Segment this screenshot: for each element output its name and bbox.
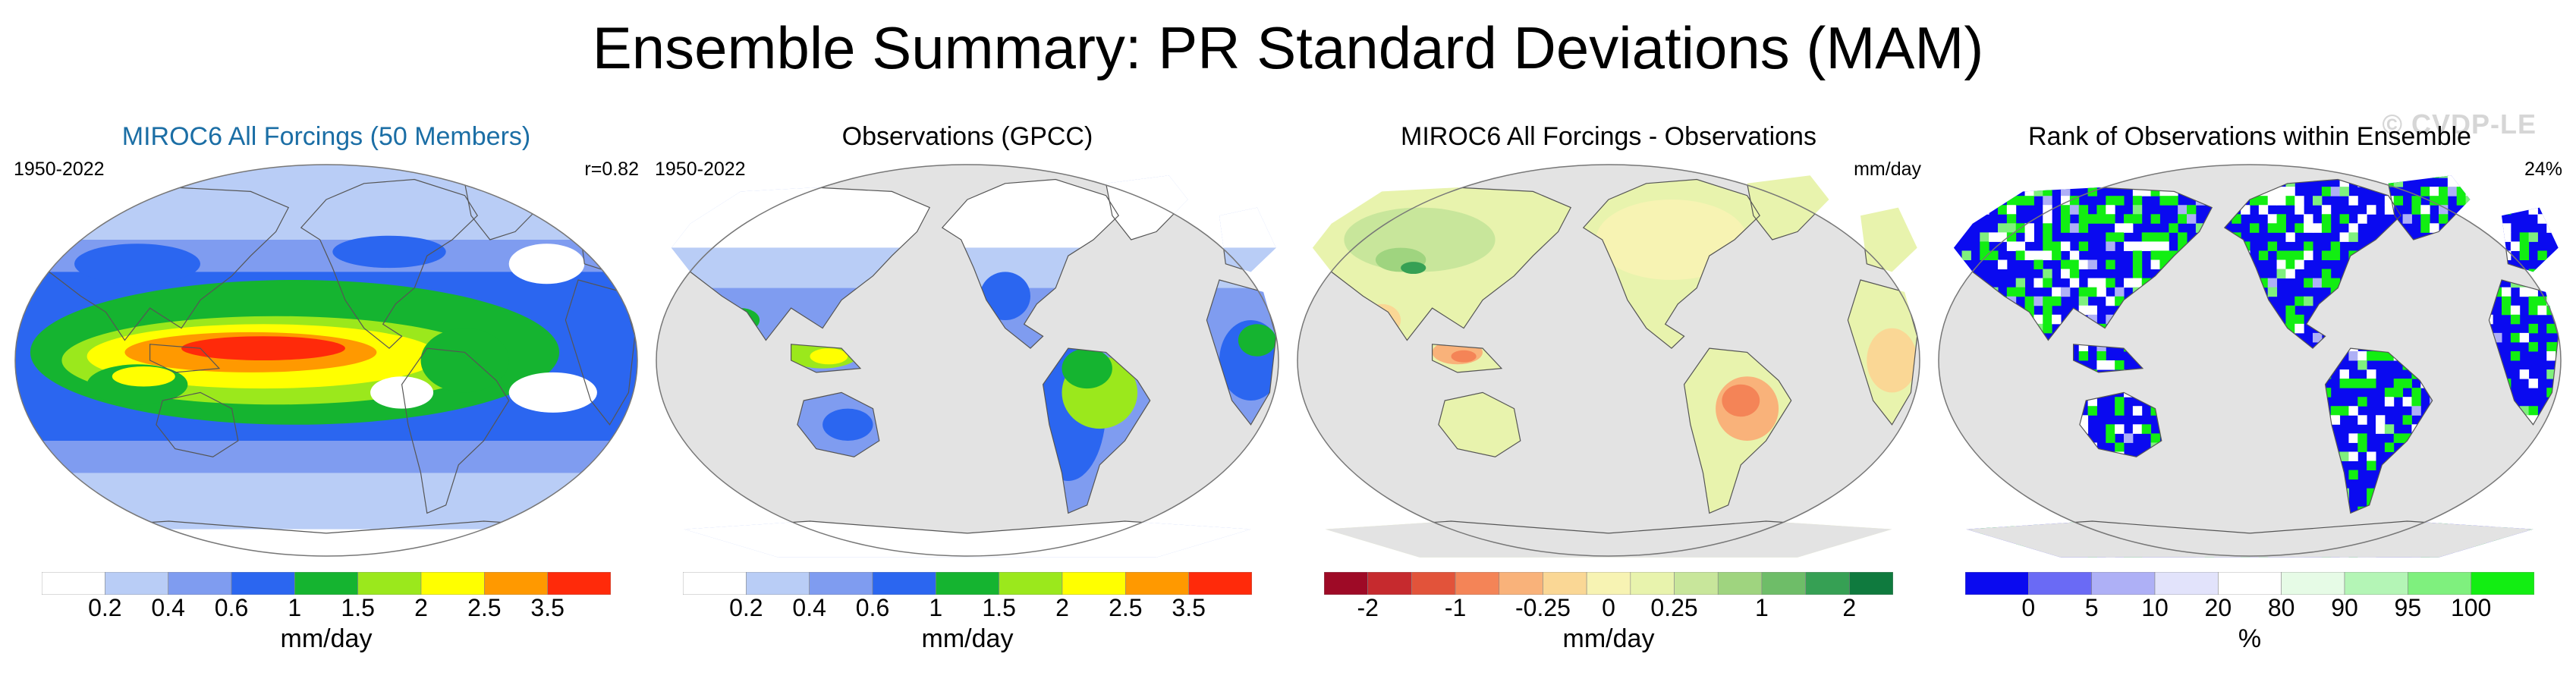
colorbar-tick-label: 1 <box>1755 594 1769 621</box>
panel-difference: MIROC6 All Forcings - Observations mm/da… <box>1282 114 1935 675</box>
colorbar-tick-label: 1 <box>929 594 943 621</box>
colorbar-tick-label: -1 <box>1444 594 1467 621</box>
colorbar-tick-label: 3.5 <box>530 594 565 621</box>
colorbar-swatch <box>231 572 295 595</box>
colorbar-swatch <box>1125 572 1189 595</box>
colorbar-swatch <box>1543 572 1587 595</box>
panel-title: MIROC6 All Forcings - Observations <box>1401 122 1816 151</box>
colorbar-units: % <box>2238 624 2262 653</box>
colorbar-swatch <box>1717 572 1763 595</box>
colorbar-tick-label: -2 <box>1357 594 1379 621</box>
colorbar-tick-label: -0.25 <box>1514 594 1571 621</box>
colorbar-swatch <box>683 572 747 595</box>
colorbar-tick-label: 95 <box>2394 594 2422 621</box>
colorbar-swatch <box>1674 572 1719 595</box>
map-difference <box>1297 164 1920 558</box>
colorbar-swatch <box>484 572 548 595</box>
colorbar-swatch <box>2281 572 2345 595</box>
colorbar-swatch <box>1499 572 1543 595</box>
colorbar-tick-label: 0.2 <box>729 594 763 621</box>
figure-title: Ensemble Summary: PR Standard Deviations… <box>592 14 1984 81</box>
panel-rank: Rank of Observations within Ensemble 24%… <box>1923 114 2576 675</box>
colorbar-tick-label: 2 <box>1055 594 1069 621</box>
colorbar-swatch <box>1586 572 1631 595</box>
colorbar-swatch <box>1324 572 1368 595</box>
period-label: 1950-2022 <box>655 159 746 180</box>
colorbar-swatch <box>2344 572 2408 595</box>
watermark: © CVDP-LE <box>2382 108 2537 140</box>
colorbar-swatch <box>1630 572 1675 595</box>
colorbar-units: mm/day <box>921 624 1014 653</box>
colorbar-swatch <box>105 572 168 595</box>
colorbar-tick-label: 100 <box>2450 594 2492 621</box>
colorbar-tick-label: 1.5 <box>982 594 1016 621</box>
colorbar-swatch <box>936 572 999 595</box>
map-rank <box>1938 164 2562 558</box>
panel-title: Rank of Observations within Ensemble <box>2028 122 2471 151</box>
colorbar-swatch <box>1965 572 2029 595</box>
colorbar-tick-label: 0 <box>1602 594 1615 621</box>
map-model-stddev <box>14 164 638 557</box>
colorbar-swatch <box>547 572 611 595</box>
colorbar-swatch <box>294 572 358 595</box>
colorbar-tick-label: 80 <box>2267 594 2295 621</box>
colorbar-swatch <box>2471 572 2534 595</box>
colorbar-tick-label: 2.5 <box>467 594 502 621</box>
colorbar-tick-label: 0.2 <box>88 594 122 621</box>
colorbar-swatch <box>2028 572 2092 595</box>
colorbar-tick-label: 0.6 <box>214 594 249 621</box>
colorbar-swatch <box>2154 572 2219 595</box>
colorbar-tick-label: 10 <box>2141 594 2169 621</box>
panel-observations: Observations (GPCC) 1950-2022 mm/day 0.2… <box>641 114 1294 675</box>
colorbar <box>1965 572 2534 595</box>
colorbar-tick-label: 0.6 <box>855 594 890 621</box>
colorbar-tick-label: 2 <box>1842 594 1857 621</box>
colorbar-tick-label: 20 <box>2204 594 2232 621</box>
colorbar <box>1324 572 1893 595</box>
colorbar-swatch <box>1367 572 1412 595</box>
colorbar-swatch <box>1805 572 1850 595</box>
colorbar-swatch <box>1188 572 1252 595</box>
colorbar-tick-label: 1.5 <box>341 594 375 621</box>
colorbar-tick-label: 2 <box>414 594 428 621</box>
colorbar-swatch <box>1455 572 1500 595</box>
colorbar-tick-label: 90 <box>2331 594 2358 621</box>
colorbar-tick-label: 3.5 <box>1172 594 1206 621</box>
colorbar-units: mm/day <box>280 624 373 653</box>
colorbar-swatch <box>2091 572 2156 595</box>
units-label: mm/day <box>1854 159 1921 180</box>
period-label: 1950-2022 <box>14 159 105 180</box>
panel-title: MIROC6 All Forcings (50 Members) <box>121 122 531 151</box>
colorbar-swatch <box>999 572 1063 595</box>
colorbar-swatch <box>1849 572 1893 595</box>
colorbar-swatch <box>1411 572 1456 595</box>
panel-title: Observations (GPCC) <box>841 122 1093 151</box>
panel-model-stddev: MIROC6 All Forcings (50 Members) 1950-20… <box>0 114 653 675</box>
colorbar-swatch <box>420 572 485 595</box>
colorbar-tick-label: 0 <box>2021 594 2036 621</box>
colorbar-tick-label: 1 <box>288 594 302 621</box>
colorbar-swatch <box>1761 572 1806 595</box>
colorbar-units: mm/day <box>1562 624 1655 653</box>
colorbar-tick-label: 5 <box>2084 594 2099 621</box>
colorbar-swatch <box>1062 572 1126 595</box>
colorbar-tick-label: 0.4 <box>792 594 826 621</box>
colorbar-swatch <box>746 572 810 595</box>
colorbar-swatch <box>168 572 232 595</box>
colorbar-swatch <box>872 572 936 595</box>
colorbar <box>42 572 611 595</box>
colorbar-tick-label: 0.25 <box>1650 594 1698 621</box>
percent-label: 24% <box>2524 159 2562 180</box>
colorbar-swatch <box>2408 572 2471 595</box>
pattern-correlation-label: r=0.82 <box>584 159 639 180</box>
colorbar-swatch <box>809 572 873 595</box>
colorbar-tick-label: 2.5 <box>1109 594 1143 621</box>
colorbar-tick-label: 0.4 <box>151 594 185 621</box>
colorbar-swatch <box>2218 572 2282 595</box>
colorbar-swatch <box>42 572 105 595</box>
colorbar-swatch <box>357 572 422 595</box>
colorbar <box>683 572 1252 595</box>
map-observations <box>656 164 1279 558</box>
